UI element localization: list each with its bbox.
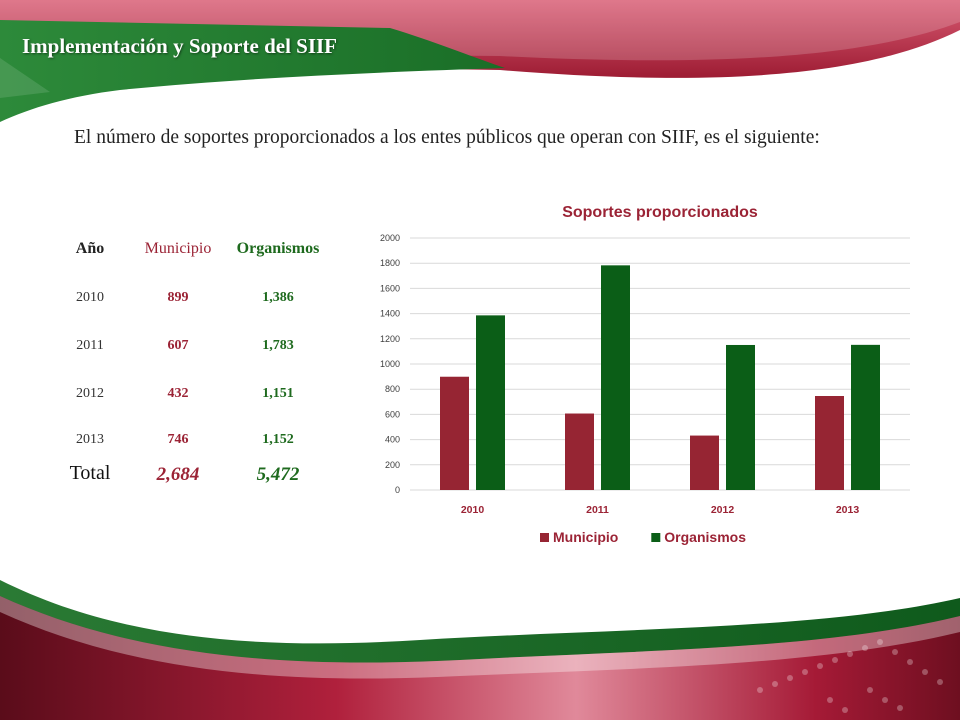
y-tick-label: 1400 [380,309,400,319]
header-municipio: Municipio [144,240,212,257]
bar-municipio [815,396,844,490]
table-row-organismos: 1,152 [262,432,294,447]
total-label: Total [69,462,111,484]
table-row-year: 2012 [76,386,104,401]
bar-municipio [440,376,469,490]
table-row-year: 2011 [76,338,104,353]
data-table: Año Municipio Organismos 2010 899 1,386 … [40,226,340,496]
bar-municipio [565,413,594,490]
intro-paragraph: El número de soportes proporcionados a l… [74,127,820,148]
x-tick-label: 2010 [461,504,485,516]
y-tick-label: 1200 [380,334,400,344]
table-row-organismos: 1,151 [262,386,294,401]
total-municipio: 2,684 [156,464,200,485]
y-tick-label: 800 [385,384,400,394]
y-tick-label: 1800 [380,258,400,268]
table-row-municipio: 899 [167,290,189,305]
table-row-municipio: 607 [167,338,189,353]
legend-swatch [540,533,549,542]
bar-organismos [851,344,880,490]
y-tick-label: 2000 [380,233,400,243]
chart-title: Soportes proporcionados [562,204,758,221]
slide-title: Implementación y Soporte del SIIF [22,34,337,58]
y-tick-label: 1600 [380,283,400,293]
bottom-red-band [0,596,960,720]
table-row-organismos: 1,783 [262,338,294,353]
table-row-organismos: 1,386 [262,290,294,305]
x-tick-label: 2013 [836,504,860,516]
legend-label: Municipio [553,529,618,545]
legend-label: Organismos [664,529,746,545]
header-organismos: Organismos [236,240,320,257]
bar-municipio [690,435,719,490]
top-green-band [0,20,505,122]
table-row-year: 2010 [76,290,104,305]
y-tick-label: 0 [395,485,400,495]
bar-organismos [601,265,630,490]
bar-organismos [726,344,755,490]
y-tick-label: 1000 [380,359,400,369]
total-organismos: 5,472 [256,464,300,485]
x-tick-label: 2012 [711,504,735,516]
legend-swatch [651,533,661,542]
header-year: Año [75,240,105,257]
dot-pattern [757,639,943,713]
bar-chart: Soportes proporcionados 0 200 400 600 800 1000… [380,204,910,545]
x-tick-label: 2011 [586,504,609,516]
bar-organismos [476,315,505,490]
table-row-year: 2013 [76,432,104,447]
y-tick-label: 600 [385,409,400,419]
y-tick-label: 400 [385,435,400,445]
table-row-municipio: 432 [167,386,189,401]
y-tick-label: 200 [385,460,400,470]
table-row-municipio: 746 [167,432,189,447]
